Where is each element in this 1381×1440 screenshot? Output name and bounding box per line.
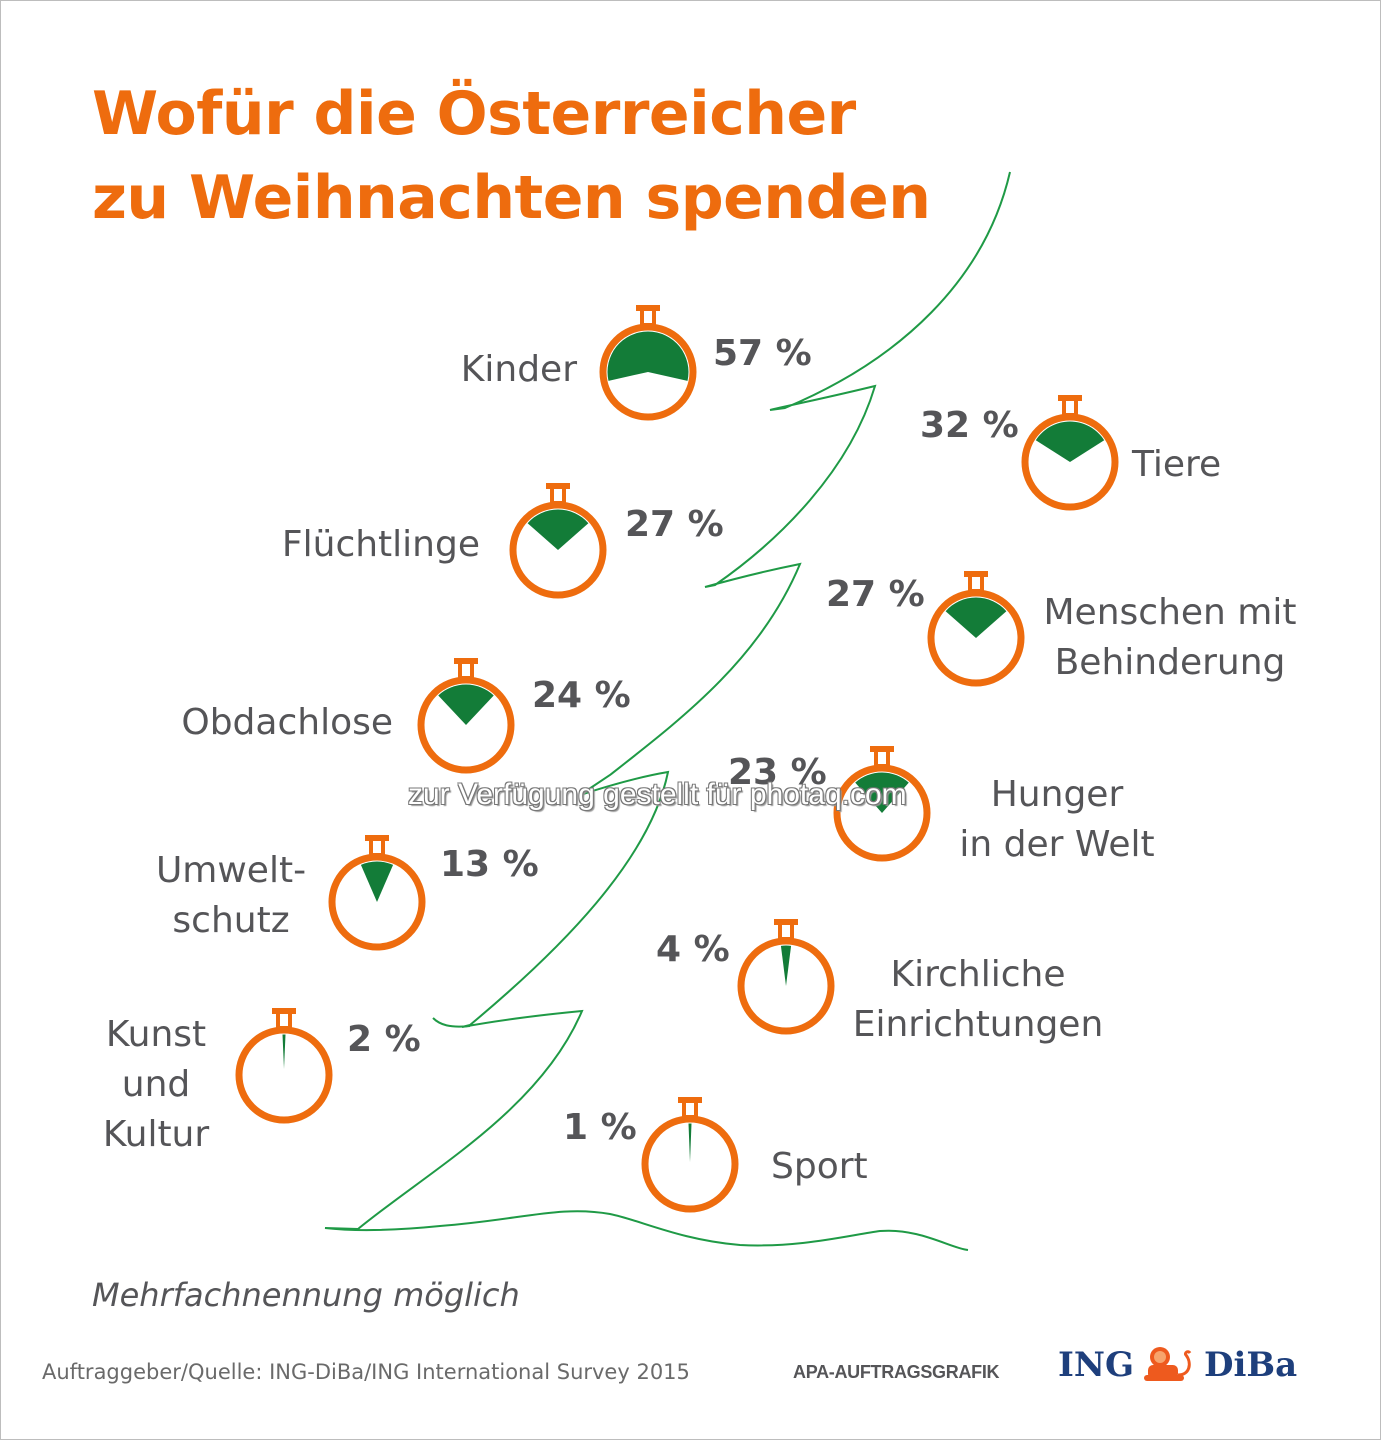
category-label-umwelt: Umwelt-schutz <box>31 846 431 946</box>
stopwatch-stem <box>874 748 890 768</box>
stopwatch-icon-hunger <box>833 746 931 862</box>
value-label-hunger: 23 % <box>728 752 827 793</box>
stopwatch-icon-tiere <box>1021 395 1119 511</box>
category-label-line: Tiere <box>1132 444 1222 485</box>
category-label-sport: Sport <box>771 1142 868 1192</box>
stopwatch-icon-kinder <box>599 305 697 421</box>
stopwatch-ring <box>328 853 426 951</box>
footnote: Mehrfachnennung möglich <box>92 1276 520 1314</box>
stopwatch-ring <box>737 937 835 1035</box>
category-label-line: Kirchliche <box>890 954 1066 995</box>
stopwatches-group <box>235 305 1119 1213</box>
stopwatch-ring <box>417 676 515 774</box>
value-label-kunst: 2 % <box>347 1019 421 1060</box>
category-label-line: in der Welt <box>959 824 1155 865</box>
category-label-line: Behinderung <box>1054 642 1286 683</box>
value-label-kinder: 57 % <box>713 333 812 374</box>
stopwatch-ring <box>641 1115 739 1213</box>
watermark: zur Verfügung gestellt für photaq.com <box>408 778 907 811</box>
stopwatch-icon-obdachlose <box>417 658 515 774</box>
category-label-obdachlose: Obdachlose <box>181 698 393 748</box>
logo-diba-text: DiBa <box>1204 1345 1298 1385</box>
category-label-behinderung: Menschen mit Behinderung <box>970 588 1370 688</box>
value-wedge-fluechtlinge <box>527 509 589 550</box>
value-label-behinderung: 27 % <box>826 574 925 615</box>
stopwatch-ring <box>927 589 1025 687</box>
tree-branch-curl <box>432 1017 471 1028</box>
lion-icon <box>1144 1347 1192 1381</box>
stopwatch-stem <box>1062 397 1078 417</box>
stopwatch-stem <box>458 660 474 680</box>
category-label-line: Kinder <box>460 349 577 390</box>
ing-diba-logo: ING DiBa <box>1058 1345 1297 1385</box>
value-label-fluechtlinge: 27 % <box>625 504 724 545</box>
stopwatch-icon-umwelt <box>328 835 426 951</box>
stopwatch-ring <box>833 764 931 862</box>
category-label-line: Obdachlose <box>181 702 393 743</box>
value-wedge-umwelt <box>360 861 394 902</box>
category-label-line: Kunst <box>105 1014 207 1055</box>
value-wedge-kinder <box>607 331 689 381</box>
category-label-line: Kultur <box>102 1114 210 1155</box>
christmas-tree-outline <box>324 171 1011 1251</box>
value-wedge-obdachlose <box>438 684 494 725</box>
chart-title-line-1: Wofür die Österreicher <box>92 79 856 149</box>
category-label-line: Umwelt- <box>155 850 307 891</box>
value-wedge-kirche <box>780 945 792 986</box>
category-label-line: Menschen mit <box>1043 592 1297 633</box>
category-label-tiere: Tiere <box>1132 440 1221 490</box>
category-label-kunst: Kunst und Kultur <box>0 1010 356 1160</box>
category-label-line: Sport <box>771 1146 868 1187</box>
chart-title: Wofür die Österreicher zu Weihnachten sp… <box>92 72 931 240</box>
category-label-fluechtlinge: Flüchtlinge <box>282 520 480 570</box>
stopwatch-icon-kirche <box>737 919 835 1035</box>
stopwatch-stem <box>640 307 656 327</box>
value-wedge-behinderung <box>945 597 1007 638</box>
stopwatch-ring <box>599 323 697 421</box>
value-wedge-kunst <box>282 1034 286 1069</box>
chart-title-line-2: zu Weihnachten spenden <box>92 163 931 233</box>
stopwatch-stem <box>682 1099 698 1119</box>
stopwatch-icon-sport <box>641 1097 739 1213</box>
category-label-line: und <box>121 1064 191 1105</box>
category-label-kirche: Kirchliche Einrichtungen <box>778 950 1178 1050</box>
apa-credit: APA-AUFTRAGSGRAFIK <box>793 1362 1000 1382</box>
value-wedge-sport <box>688 1123 692 1162</box>
stopwatch-stem <box>550 485 566 505</box>
category-label-hunger: Hunger in der Welt <box>857 770 1257 870</box>
stopwatch-ring <box>1021 413 1119 511</box>
category-label-line: Hunger <box>990 774 1124 815</box>
source-text: Auftraggeber/Quelle: ING-DiBa/ING Intern… <box>42 1360 690 1384</box>
value-label-sport: 1 % <box>563 1107 637 1148</box>
category-label-line: Einrichtungen <box>852 1004 1104 1045</box>
logo-ing-text: ING <box>1058 1345 1135 1385</box>
stopwatch-ring <box>235 1026 333 1124</box>
value-wedge-hunger <box>855 772 909 813</box>
value-wedge-tiere <box>1035 421 1105 462</box>
stopwatch-icon-fluechtlinge <box>509 483 607 599</box>
stopwatch-icon-kunst <box>235 1008 333 1124</box>
value-label-kirche: 4 % <box>656 929 730 970</box>
category-label-line: Flüchtlinge <box>281 524 480 565</box>
value-label-tiere: 32 % <box>920 405 1019 446</box>
value-label-umwelt: 13 % <box>440 844 539 885</box>
value-label-obdachlose: 24 % <box>532 675 631 716</box>
stopwatch-stem <box>778 921 794 941</box>
category-label-line: schutz <box>172 900 290 941</box>
category-label-kinder: Kinder <box>461 345 577 395</box>
stopwatch-icon-behinderung <box>927 571 1025 687</box>
stopwatch-ring <box>509 501 607 599</box>
